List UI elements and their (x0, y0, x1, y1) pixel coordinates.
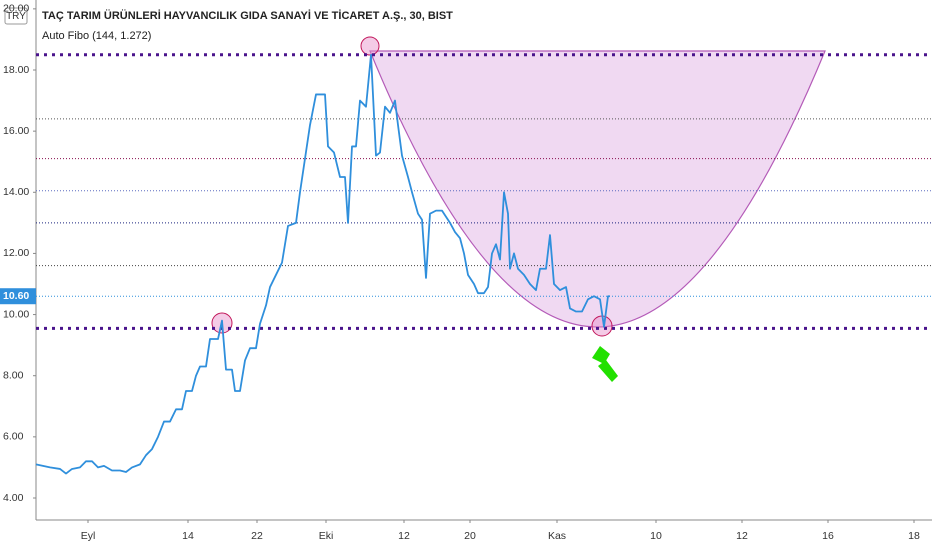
pivot-circle (360, 36, 380, 56)
y-tick-label: 18.00 (3, 64, 29, 76)
y-tick-label: 20.00 (3, 3, 29, 15)
indicator-label: Auto Fibo (144, 1.272) (42, 30, 151, 42)
y-tick-label: 12.00 (3, 247, 29, 259)
x-tick-label: Eki (319, 530, 334, 542)
last-price-label: 10.60 (3, 290, 29, 302)
chart-title: TAÇ TARIM ÜRÜNLERİ HAYVANCILIK GIDA SANA… (42, 9, 453, 22)
last-price-box (0, 288, 36, 305)
arrow (598, 360, 618, 382)
y-tick-label: 6.00 (3, 431, 24, 443)
currency: TRY (6, 11, 26, 22)
x-tick-label: 14 (182, 530, 194, 542)
price-line (35, 53, 610, 475)
plot (35, 53, 932, 475)
y-tick-label: 14.00 (3, 186, 29, 198)
x-tick-label: 16 (822, 530, 834, 542)
y-tick-label: 8.00 (3, 369, 24, 381)
x-tick-label: 10 (650, 530, 662, 542)
x-tick-label: Eyl (81, 530, 96, 542)
y-tick-label: 16.00 (3, 125, 29, 137)
x-tick-label: 22 (251, 530, 263, 542)
currency-box (4, 7, 28, 25)
x-tick-label: 20 (464, 530, 476, 542)
x-tick-label: 12 (736, 530, 748, 542)
x-tick-label: 18 (908, 530, 920, 542)
x-tick-label: 12 (398, 530, 410, 542)
x-tick-label: Kas (548, 530, 566, 542)
arrow (592, 346, 610, 364)
y-tick-label: 10.00 (3, 308, 29, 320)
y-tick-label: 4.00 (3, 492, 24, 504)
arrows (592, 346, 618, 382)
